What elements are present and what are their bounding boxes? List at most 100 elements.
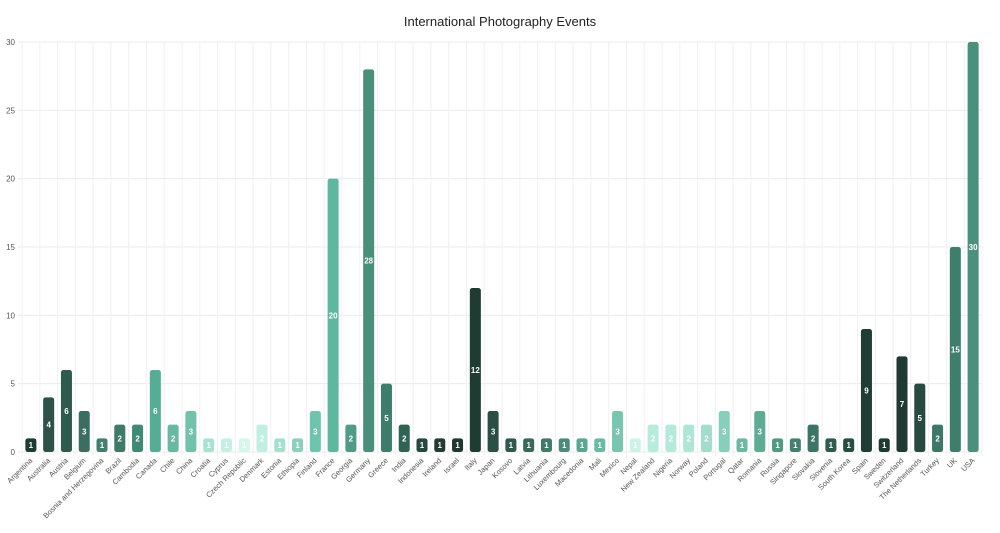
bar <box>896 356 908 452</box>
bar-value-label: 4 <box>46 421 51 430</box>
bar <box>398 424 410 452</box>
bar-value-label: 3 <box>189 428 194 437</box>
bar-value-label: 30 <box>969 243 978 252</box>
bar-value-label: 1 <box>206 441 211 450</box>
gridlines <box>18 41 983 456</box>
bar <box>345 424 357 452</box>
bar-value-label: 3 <box>758 428 763 437</box>
x-tick-label: Israel <box>442 456 462 476</box>
bar-value-label: 1 <box>544 441 549 450</box>
bar-value-label: 6 <box>64 407 69 416</box>
bar <box>43 397 55 452</box>
bar <box>469 288 481 452</box>
x-tick-label: Turkey <box>919 456 942 479</box>
bar-value-label: 1 <box>438 441 443 450</box>
bar-value-label: 15 <box>951 346 960 355</box>
bar-value-label: 1 <box>633 441 638 450</box>
bar <box>380 383 392 452</box>
bar <box>487 411 499 452</box>
bar-value-label: 3 <box>722 428 727 437</box>
bar-value-label: 1 <box>846 441 851 450</box>
bar-value-label: 9 <box>864 387 869 396</box>
bar-value-label: 1 <box>278 441 283 450</box>
bar <box>914 383 926 452</box>
bar <box>576 438 588 452</box>
bar-value-label: 1 <box>882 441 887 450</box>
bar <box>878 438 890 452</box>
bar <box>807 424 819 452</box>
bar-value-label: 5 <box>384 414 389 423</box>
bar <box>860 329 872 452</box>
bar-value-label: 1 <box>740 441 745 450</box>
bar <box>612 411 624 452</box>
bar <box>629 438 641 452</box>
x-tick-label: Kosovo <box>490 456 514 480</box>
bar <box>434 438 446 452</box>
x-tick-label: Chile <box>158 456 176 474</box>
bar-value-label: 1 <box>29 441 34 450</box>
bar <box>505 438 517 452</box>
bar <box>540 438 552 452</box>
bar <box>736 438 748 452</box>
bar <box>256 424 268 452</box>
bar-value-label: 2 <box>686 434 691 443</box>
x-tick-label: USA <box>959 456 976 473</box>
bar-value-label: 28 <box>364 257 373 266</box>
bar <box>149 370 161 452</box>
bar <box>185 411 197 452</box>
bar-value-label: 1 <box>295 441 300 450</box>
bar <box>78 411 90 452</box>
bar-value-label: 3 <box>615 428 620 437</box>
bar-value-label: 1 <box>100 441 105 450</box>
bar <box>665 424 677 452</box>
bar <box>309 411 321 452</box>
bar-value-label: 1 <box>829 441 834 450</box>
y-tick-label: 10 <box>6 311 15 320</box>
x-tick-label: UK <box>945 456 959 470</box>
bar-value-label: 2 <box>260 434 265 443</box>
bar-value-label: 1 <box>580 441 585 450</box>
bar-value-label: 2 <box>811 434 816 443</box>
x-tick-label: Finland <box>295 456 319 480</box>
bar-value-label: 1 <box>526 441 531 450</box>
bar-value-label: 3 <box>82 428 87 437</box>
bar <box>647 424 659 452</box>
x-tick-label: Mexico <box>598 456 621 479</box>
bar <box>772 438 784 452</box>
y-tick-label: 15 <box>6 243 15 252</box>
bar <box>932 424 944 452</box>
bar-value-label: 5 <box>918 414 923 423</box>
bar-value-label: 1 <box>420 441 425 450</box>
bar-value-label: 2 <box>118 434 123 443</box>
bar <box>789 438 801 452</box>
bar-value-label: 6 <box>153 407 158 416</box>
bar <box>558 438 570 452</box>
bar <box>949 247 961 452</box>
bar <box>594 438 606 452</box>
y-tick-label: 0 <box>11 448 16 457</box>
bar-value-label: 1 <box>775 441 780 450</box>
bar-value-label: 3 <box>313 428 318 437</box>
bar-value-label: 2 <box>935 434 940 443</box>
bar-value-label: 20 <box>329 311 338 320</box>
y-tick-label: 20 <box>6 175 15 184</box>
bar <box>843 438 855 452</box>
bar-value-label: 2 <box>402 434 407 443</box>
bar <box>25 438 37 452</box>
bar <box>220 438 232 452</box>
bar <box>967 42 979 452</box>
x-tick-label: Greece <box>366 456 390 480</box>
bar <box>363 69 375 452</box>
bar <box>274 438 286 452</box>
bar-value-label: 1 <box>562 441 567 450</box>
bar <box>825 438 837 452</box>
bar-value-label: 1 <box>242 441 247 450</box>
bar-value-label: 1 <box>509 441 514 450</box>
bar <box>452 438 464 452</box>
bar <box>718 411 730 452</box>
bar <box>700 424 712 452</box>
chart-title: International Photography Events <box>403 14 597 29</box>
